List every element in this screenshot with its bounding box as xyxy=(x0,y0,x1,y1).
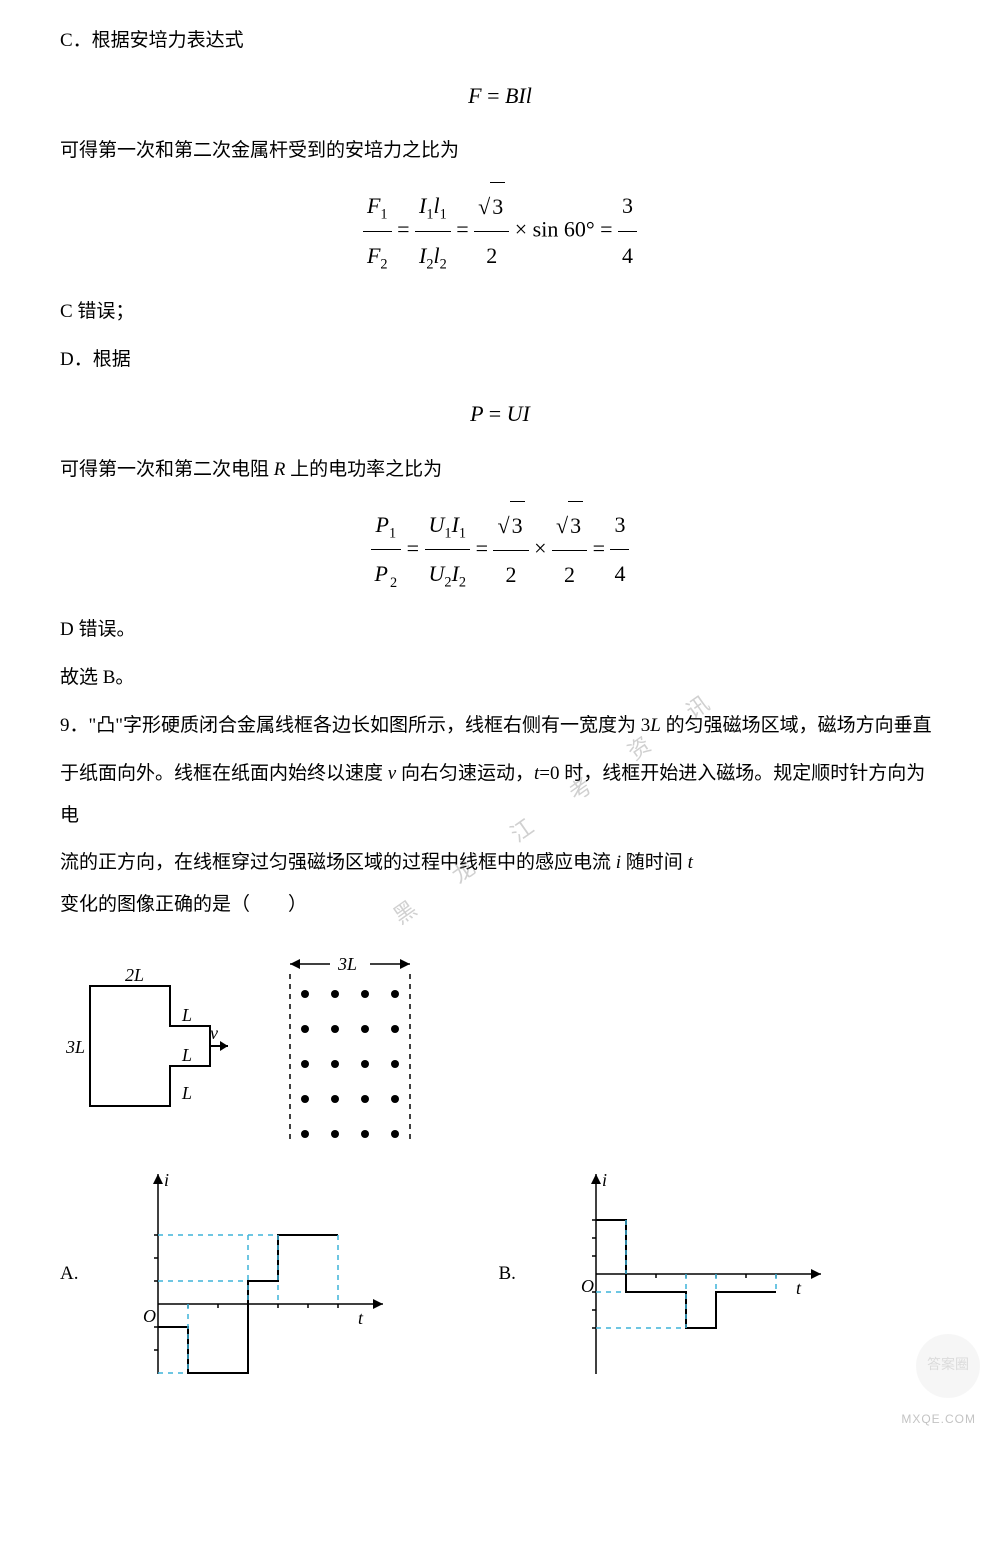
q9-field-diagram: 3L xyxy=(260,944,440,1144)
svg-text:i: i xyxy=(164,1170,169,1190)
q8d-formula: P = UI xyxy=(60,390,940,438)
q9-figure-row: 2L 3L L L L v 3L xyxy=(60,944,940,1144)
svg-text:2L: 2L xyxy=(125,965,144,985)
svg-text:L: L xyxy=(181,1045,192,1065)
svg-text:t: t xyxy=(796,1278,802,1298)
svg-text:v: v xyxy=(210,1023,218,1043)
q9-option-a-graph: i O t xyxy=(118,1164,398,1384)
q9-stem-line3: 流的正方向，在线框穿过匀强磁场区域的过程中线框中的感应电流 i 随时间 t 变化… xyxy=(60,842,940,926)
q8d-ratio: P1 P2 = U1I1 U2I2 = √3 2 × √3 2 = 3 4 xyxy=(60,501,940,600)
q8c-line2: 可得第一次和第二次金属杆受到的安培力之比为 xyxy=(60,130,940,172)
q8d-conclusion: D 错误。 xyxy=(60,609,940,651)
q8d-intro: D．根据 xyxy=(60,339,940,381)
q9-option-b-graph: i O t xyxy=(556,1164,836,1384)
q8d-line2: 可得第一次和第二次电阻 R 上的电功率之比为 xyxy=(60,449,940,491)
q8-final: 故选 B。 xyxy=(60,657,940,699)
q8c-conclusion: C 错误； xyxy=(60,291,940,333)
q8c-intro: C．根据安培力表达式 xyxy=(60,20,940,62)
svg-text:O: O xyxy=(143,1306,156,1326)
svg-text:i: i xyxy=(602,1170,607,1190)
svg-text:L: L xyxy=(181,1083,192,1103)
svg-text:O: O xyxy=(581,1276,594,1296)
svg-text:3L: 3L xyxy=(337,954,357,974)
watermark-url: MXQE.COM xyxy=(901,1412,976,1426)
q9-options-row: A. i O t xyxy=(60,1164,940,1384)
svg-text:t: t xyxy=(358,1308,364,1328)
q9-option-a-label: A. xyxy=(60,1253,78,1295)
q8c-ratio: F1 F2 = I1l1 I2l2 = √3 2 × sin 60° = 3 4 xyxy=(60,182,940,281)
svg-text:L: L xyxy=(181,1005,192,1025)
q9-wireframe-diagram: 2L 3L L L L v xyxy=(60,961,230,1126)
svg-text:3L: 3L xyxy=(65,1037,85,1057)
q8c-formula: F = BIl xyxy=(60,72,940,120)
q9-stem-line1: 9．"凸"字形硬质闭合金属线框各边长如图所示，线框右侧有一宽度为 3L 的匀强磁… xyxy=(60,705,940,747)
q9-option-b-label: B. xyxy=(498,1253,515,1295)
q9-stem-line2: 于纸面向外。线框在纸面内始终以速度 v 向右匀速运动，t=0 时，线框开始进入磁… xyxy=(60,753,940,837)
